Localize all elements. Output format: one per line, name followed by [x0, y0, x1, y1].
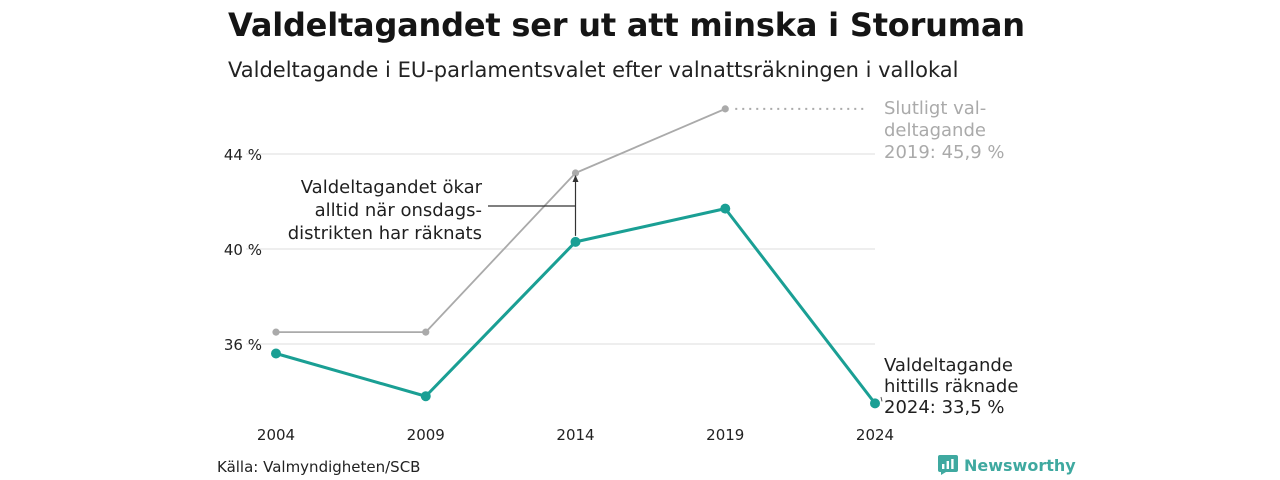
current-turnout-label: Valdeltagande — [884, 355, 1013, 376]
x-tick-label: 2004 — [257, 426, 295, 444]
final-turnout-label: deltagande — [884, 120, 986, 141]
x-tick-label: 2019 — [706, 426, 744, 444]
x-tick-label: 2014 — [556, 426, 594, 444]
chart-subtitle: Valdeltagande i EU-parlamentsvalet efter… — [228, 58, 959, 82]
final-turnout-label: 2019: 45,9 % — [884, 142, 1005, 163]
data-point-election-night — [870, 398, 880, 409]
series-line-final — [276, 108, 726, 334]
x-tick-label: 2024 — [856, 426, 894, 444]
gap-annotation-label: alltid när onsdags- — [315, 200, 482, 221]
y-tick-label: 36 % — [224, 336, 262, 354]
data-point-election-night — [420, 391, 431, 402]
data-point-election-night — [720, 203, 731, 214]
current-turnout-label: 2024: 33,5 % — [884, 397, 1005, 418]
data-point-final — [422, 328, 430, 336]
data-point-final — [721, 105, 729, 113]
current-label-connector — [880, 396, 883, 402]
newsworthy-logo-icon — [938, 455, 958, 475]
current-turnout-label: hittills räknade — [884, 376, 1018, 397]
x-tick-label: 2009 — [407, 426, 445, 444]
gap-annotation-label: Valdeltagandet ökar — [301, 177, 483, 198]
brand-name: Newsworthy — [964, 455, 1076, 475]
brand-logo: Newsworthy — [938, 455, 1076, 475]
y-tick-label: 44 % — [224, 146, 262, 164]
data-point-final — [272, 328, 280, 336]
gap-annotation-label: distrikten har räknats — [288, 223, 482, 244]
final-turnout-label: Slutligt val- — [884, 98, 986, 119]
data-point-final — [571, 169, 580, 177]
data-point-election-night — [570, 236, 581, 247]
data-point-election-night — [271, 348, 281, 359]
chart-title: Valdeltagandet ser ut att minska i Storu… — [228, 6, 1025, 44]
source-note: Källa: Valmyndigheten/SCB — [217, 458, 421, 476]
y-tick-label: 40 % — [224, 241, 262, 259]
gap-arrow-head — [572, 175, 579, 182]
